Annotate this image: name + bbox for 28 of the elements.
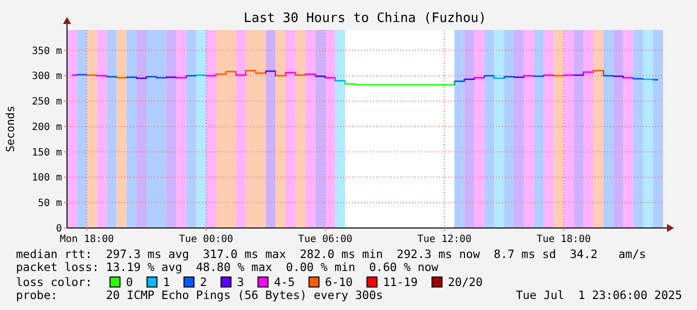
- x-tick-label: Tue 06:00: [298, 234, 352, 245]
- legend-label: 1: [163, 275, 170, 289]
- y-axis-title: Seconds: [4, 106, 17, 152]
- y-tick-label: 0: [56, 224, 62, 234]
- y-tick-label: 300 m: [32, 71, 62, 82]
- legend-label: 6-10: [325, 275, 353, 289]
- chart-title: Last 30 Hours to China (Fuzhou): [244, 11, 486, 26]
- legend-label: 20/20: [448, 275, 483, 289]
- legend-label: 11-19: [383, 275, 418, 289]
- x-tick-label: Tue 18:00: [536, 234, 591, 245]
- x-tick-label: Tue 12:00: [417, 234, 472, 245]
- y-tick-label: 350 m: [32, 46, 62, 57]
- y-tick-label: 100 m: [32, 172, 62, 184]
- text: median rtt: 297.3 ms avg 317.0 ms max 282.0 ms min 292.3 ms now 8.7 ms sd 34.2 am/s: [16, 247, 646, 261]
- y-tick-label: 250 m: [32, 96, 62, 108]
- legend-label: 0: [126, 275, 133, 289]
- x-tick-label: Mon 18:00: [60, 234, 114, 245]
- legend-label: 4-5: [274, 275, 295, 289]
- text: Tue Jul 1 23:06:00 2025: [516, 288, 682, 302]
- text: probe: 20 ICMP Echo Pings (56 Bytes) every 300s: [16, 288, 383, 302]
- legend-title: loss color:: [16, 275, 92, 289]
- legend-label: 3: [237, 275, 244, 289]
- y-tick-label: 200 m: [32, 122, 62, 133]
- legend-label: 2: [200, 275, 207, 289]
- text: packet loss: 13.19 % avg 48.80 % max 0.00 % min 0.60 % now: [16, 260, 438, 274]
- y-tick-label: 50 m: [38, 198, 62, 210]
- y-tick-label: 150 m: [32, 147, 62, 158]
- x-tick-label: Tue 00:00: [178, 234, 234, 245]
